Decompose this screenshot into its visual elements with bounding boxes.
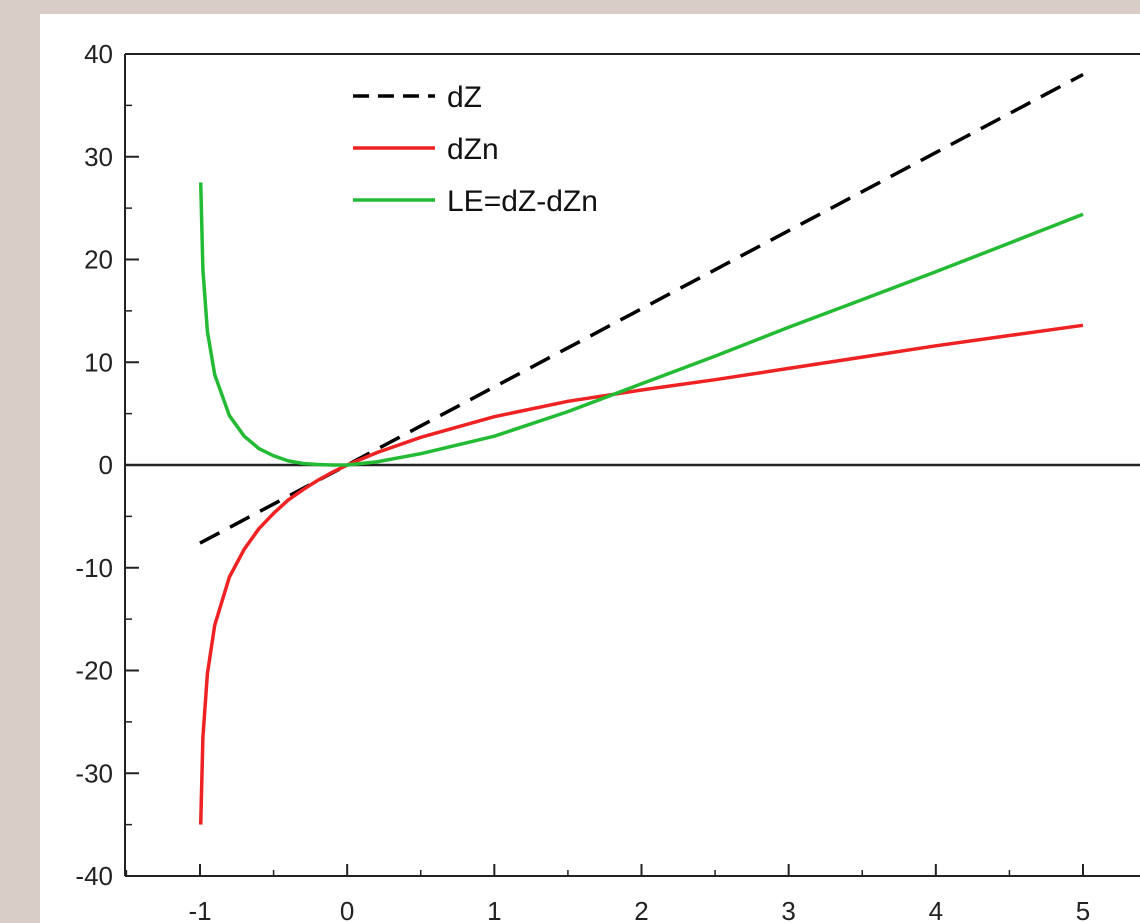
chart-frame: 40 30 20 10 0 -10 -20 -30 -40 -1 0 1 2 3 4 5 dZ dZn LE=dZ… bbox=[40, 14, 1140, 923]
y-tick-label: 30 bbox=[84, 142, 113, 172]
series-line-3 bbox=[198, 182, 1084, 467]
legend-label-2: dZn bbox=[447, 133, 499, 166]
legend-label-1: dZ bbox=[447, 81, 482, 114]
x-tick-label: 0 bbox=[340, 896, 354, 923]
series-line-1 bbox=[199, 72, 1084, 545]
y-tick-label: -40 bbox=[75, 861, 113, 891]
series-line-2 bbox=[198, 323, 1084, 825]
x-tick-label: 4 bbox=[929, 896, 943, 923]
y-tick-label: 10 bbox=[84, 347, 113, 377]
y-tick-label: -20 bbox=[75, 656, 113, 686]
y-tick-label: 40 bbox=[84, 39, 113, 69]
y-tick-label: -10 bbox=[75, 553, 113, 583]
x-tick-label: 2 bbox=[634, 896, 648, 923]
x-tick-label: 1 bbox=[487, 896, 501, 923]
y-tick-label: 0 bbox=[99, 450, 113, 480]
chart-legend: dZ dZn LE=dZ-dZn bbox=[353, 81, 598, 218]
x-tick-label: -1 bbox=[188, 896, 211, 923]
y-tick-label: -30 bbox=[75, 758, 113, 788]
x-tick-label: 5 bbox=[1076, 896, 1090, 923]
legend-label-3: LE=dZ-dZn bbox=[447, 185, 598, 218]
series-layer bbox=[198, 72, 1084, 825]
x-tick-label: 3 bbox=[781, 896, 795, 923]
y-tick-label: 20 bbox=[84, 245, 113, 275]
